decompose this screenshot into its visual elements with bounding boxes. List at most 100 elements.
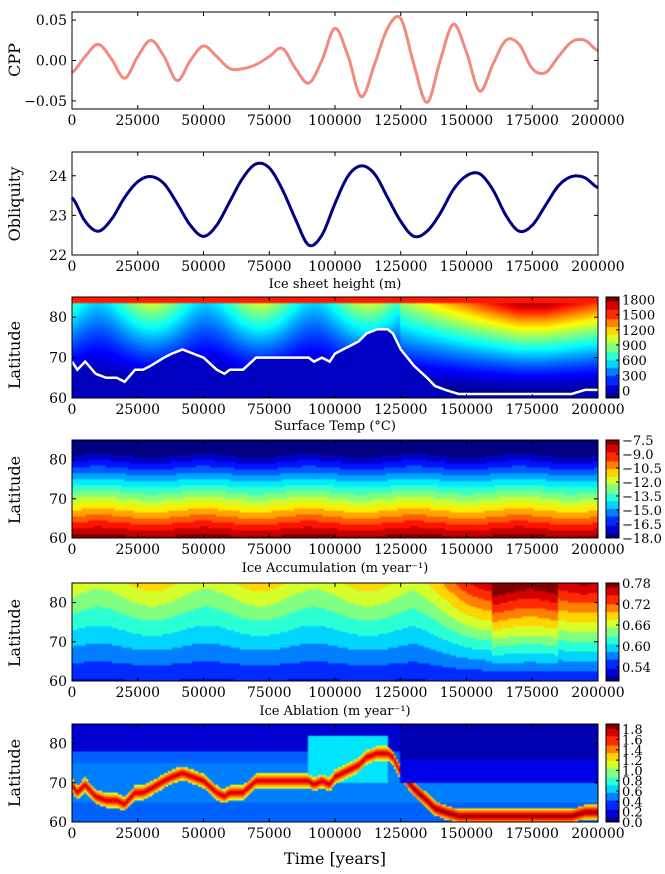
obliquity-xlabel: Ice sheet height (m) xyxy=(269,277,402,292)
series-line-cpp xyxy=(71,14,599,104)
y-tick-label: 80 xyxy=(49,596,67,612)
x-tick-label: 200000 xyxy=(571,685,624,701)
surface-temp-ylabel: Latitude xyxy=(5,321,24,389)
x-tick-label: 25000 xyxy=(115,542,160,558)
ice-ablation-field xyxy=(72,583,598,681)
x-tick-label: 0 xyxy=(68,685,77,701)
x-tick-label: 200000 xyxy=(571,259,624,275)
colorbar-tick-label: −9.0 xyxy=(622,448,654,463)
x-tick-label: 175000 xyxy=(506,259,559,275)
colorbar-tick-label: 0.78 xyxy=(622,577,651,592)
x-tick-label: 175000 xyxy=(506,542,559,558)
colorbar-tick-label: 1500 xyxy=(622,309,655,324)
colorbar-tick-label: 300 xyxy=(622,369,647,384)
x-tick-label: 0 xyxy=(68,113,77,129)
ice-accumulation-colorbar xyxy=(606,440,619,538)
colorbar-tick-label: 0.54 xyxy=(622,661,651,676)
obliquity-ylabel: Obliquity xyxy=(5,167,24,242)
x-tick-label: 175000 xyxy=(506,826,559,842)
colorbar-tick-label: 600 xyxy=(622,354,647,369)
x-tick-label: 25000 xyxy=(115,113,160,129)
series-line-obliquity xyxy=(70,161,599,248)
x-tick-label: 150000 xyxy=(440,685,493,701)
x-tick-label: 50000 xyxy=(181,113,226,129)
y-tick-label: 22 xyxy=(49,248,67,264)
bottom-field xyxy=(72,724,598,822)
y-tick-label: 0.05 xyxy=(36,13,67,29)
x-tick-label: 100000 xyxy=(308,542,361,558)
surface-temp-xlabel: Surface Temp (°C) xyxy=(274,419,396,434)
panel-cpp: 0 25000 50000 75000 100000 125000 150000 175000… xyxy=(5,11,625,129)
colorbar-tick-label: 0.60 xyxy=(622,640,651,655)
colorbar-tick-label: 900 xyxy=(622,339,647,354)
ice-ablation-xlabel: Ice Ablation (m year⁻¹) xyxy=(259,704,410,719)
y-tick-label: 80 xyxy=(49,737,67,753)
colorbar-tick-label: −16.5 xyxy=(622,518,662,533)
x-tick-label: 125000 xyxy=(374,259,427,275)
x-tick-label: 150000 xyxy=(440,259,493,275)
x-tick-label: 100000 xyxy=(308,402,361,418)
ice-accumulation-ylabel: Latitude xyxy=(5,456,24,524)
x-tick-label: 0 xyxy=(68,542,77,558)
x-tick-label: 50000 xyxy=(181,259,226,275)
y-tick-label: 60 xyxy=(49,815,67,831)
bottom-field-ylabel: Latitude xyxy=(5,739,24,807)
x-tick-label: 175000 xyxy=(506,113,559,129)
x-tick-label: 50000 xyxy=(181,402,226,418)
x-tick-label: 75000 xyxy=(247,826,292,842)
x-tick-label: 200000 xyxy=(571,402,624,418)
colorbar-tick-label: 0.4 xyxy=(622,795,643,810)
x-tick-label: 200000 xyxy=(571,826,624,842)
y-tick-label: 0.00 xyxy=(36,54,67,70)
ice-ablation-colorbar xyxy=(606,583,619,681)
bottom-field-colorbar xyxy=(606,724,619,822)
x-tick-label: 75000 xyxy=(247,542,292,558)
y-tick-label: 70 xyxy=(49,635,67,651)
ice-accumulation-colorbar-frame xyxy=(605,439,620,539)
cpp-ylabel: CPP xyxy=(5,43,24,77)
colorbar-tick-label: 0.6 xyxy=(622,785,643,800)
y-tick-label: 60 xyxy=(49,391,67,407)
x-tick-label: 75000 xyxy=(247,259,292,275)
panel-bottom-field: 0 25000 50000 75000 100000 125000 150000 175000… xyxy=(5,723,643,868)
bottom-field-xlabel: Time [years] xyxy=(284,849,386,868)
colorbar-tick-label: 0.2 xyxy=(622,806,643,821)
y-tick-label: −0.05 xyxy=(24,94,67,110)
x-tick-label: 125000 xyxy=(374,826,427,842)
colorbar-tick-label: −10.5 xyxy=(622,462,662,477)
colorbar-tick-label: 1.4 xyxy=(622,744,643,759)
x-tick-label: 100000 xyxy=(308,685,361,701)
colorbar-tick-label: 0.8 xyxy=(622,775,643,790)
x-tick-label: 150000 xyxy=(440,113,493,129)
x-tick-label: 0 xyxy=(68,402,77,418)
x-tick-label: 50000 xyxy=(181,826,226,842)
x-tick-label: 100000 xyxy=(308,259,361,275)
x-tick-label: 75000 xyxy=(247,685,292,701)
y-tick-label: 80 xyxy=(49,310,67,326)
panel-surface-temp: 0 25000 50000 75000 100000 125000 150000 175000… xyxy=(5,294,655,434)
x-tick-label: 200000 xyxy=(571,542,624,558)
colorbar-tick-label: 0.66 xyxy=(622,619,651,634)
x-tick-label: 175000 xyxy=(506,402,559,418)
surface-temp-colorbar-frame xyxy=(605,296,620,399)
ice-accumulation-field xyxy=(72,440,598,538)
colorbar-tick-label: 0 xyxy=(622,384,630,399)
y-tick-label: 70 xyxy=(49,351,67,367)
y-tick-label: 70 xyxy=(49,776,67,792)
x-tick-label: 150000 xyxy=(440,402,493,418)
colorbar-tick-label: −15.0 xyxy=(622,504,662,519)
y-tick-label: 80 xyxy=(49,453,67,469)
x-tick-label: 75000 xyxy=(247,113,292,129)
x-tick-label: 150000 xyxy=(440,826,493,842)
cpp-axes-frame xyxy=(71,11,599,110)
panel-obliquity: 0 25000 50000 75000 100000 125000 150000 175000… xyxy=(5,151,625,292)
x-tick-label: 150000 xyxy=(440,542,493,558)
colorbar-tick-label: −7.5 xyxy=(622,434,654,449)
ice-extent-line xyxy=(70,328,598,396)
ice-ablation-colorbar-frame xyxy=(605,582,620,682)
y-tick-label: 60 xyxy=(49,531,67,547)
x-tick-label: 125000 xyxy=(374,402,427,418)
x-tick-label: 100000 xyxy=(308,826,361,842)
colorbar-tick-label: 0.0 xyxy=(622,816,643,831)
